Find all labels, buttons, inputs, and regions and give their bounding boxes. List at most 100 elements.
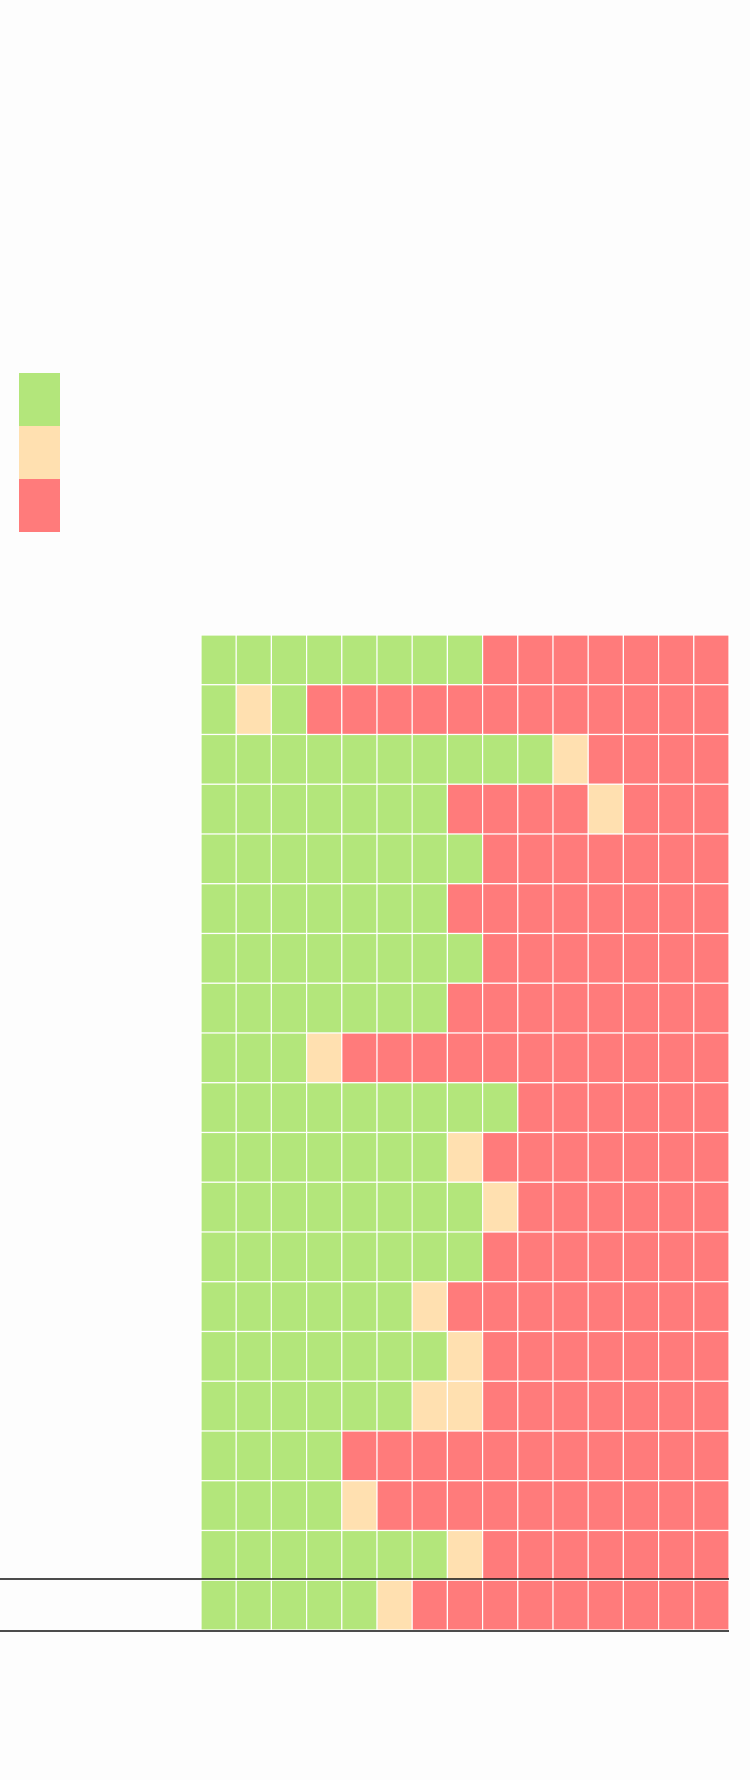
grid-cell	[341, 932, 378, 984]
grid-cell	[306, 1430, 343, 1482]
grid-cell	[517, 684, 554, 736]
legend-swatch	[19, 426, 60, 479]
grid-cell	[235, 1281, 272, 1333]
grid-cell	[587, 1281, 625, 1333]
grid-cell	[376, 883, 413, 935]
grid-cell	[622, 733, 660, 785]
grid-cell	[482, 982, 519, 1034]
grid-cell	[693, 1380, 730, 1432]
grid-cell	[376, 1380, 413, 1432]
grid-cell	[306, 634, 343, 686]
grid-cell	[306, 1181, 343, 1233]
grid-cell	[587, 783, 625, 835]
grid-cell	[341, 1480, 378, 1532]
grid-cell	[517, 783, 554, 835]
grid-cell	[411, 1131, 449, 1183]
grid-cell	[622, 1231, 660, 1283]
grid-cell	[446, 1480, 484, 1532]
grid-cell	[200, 1181, 237, 1233]
grid-cell	[693, 1480, 730, 1532]
grid-cell	[446, 1032, 484, 1084]
grid-cell	[693, 1231, 730, 1283]
grid-cell	[376, 1330, 413, 1382]
grid-cell	[657, 1181, 695, 1233]
grid-cell	[235, 1579, 272, 1631]
grid-cell	[411, 1430, 449, 1482]
legend	[19, 373, 60, 532]
grid-cell	[306, 1380, 343, 1432]
grid-cell	[552, 1181, 589, 1233]
grid-cell	[622, 1082, 660, 1134]
grid-cell	[622, 1480, 660, 1532]
grid-cell	[587, 1032, 625, 1084]
grid-cell	[446, 1281, 484, 1333]
grid-cell	[270, 932, 308, 984]
grid-cell	[306, 1529, 343, 1581]
grid-cell	[411, 1480, 449, 1532]
grid-cell	[622, 1032, 660, 1084]
grid-cell	[306, 1480, 343, 1532]
grid-cell	[235, 783, 272, 835]
grid-cell	[235, 1231, 272, 1283]
grid-cell	[517, 1480, 554, 1532]
grid-cell	[587, 684, 625, 736]
grid-cell	[517, 1529, 554, 1581]
grid-cell	[482, 1529, 519, 1581]
grid-cell	[270, 1430, 308, 1482]
grid-cell	[376, 982, 413, 1034]
grid-cell	[587, 1430, 625, 1482]
grid-cell	[376, 932, 413, 984]
grid-cell	[657, 1330, 695, 1382]
grid-cell	[693, 982, 730, 1034]
grid-cell	[693, 783, 730, 835]
grid-cell	[235, 1330, 272, 1382]
grid-cell	[341, 1231, 378, 1283]
grid-cell	[411, 982, 449, 1034]
grid-cell	[693, 1330, 730, 1382]
grid-cell	[376, 1529, 413, 1581]
grid-cell	[270, 1480, 308, 1532]
grid-cell	[411, 883, 449, 935]
grid-cell	[200, 1281, 237, 1333]
grid-cell	[306, 1231, 343, 1283]
grid-cell	[693, 833, 730, 885]
grid-cell	[411, 932, 449, 984]
grid-cell	[446, 1131, 484, 1183]
grid-cell	[552, 733, 589, 785]
grid-cell	[200, 1480, 237, 1532]
grid-cell	[622, 1181, 660, 1233]
grid-cell	[693, 883, 730, 935]
grid-cell	[587, 1330, 625, 1382]
grid-cell	[552, 1480, 589, 1532]
grid-cell	[657, 1032, 695, 1084]
grid-cell	[657, 1231, 695, 1283]
grid-cell	[622, 982, 660, 1034]
grid-cell	[376, 1032, 413, 1084]
grid-cell	[235, 932, 272, 984]
grid-cell	[341, 1032, 378, 1084]
grid-cell	[446, 1380, 484, 1432]
grid-cell	[552, 1082, 589, 1134]
grid-cell	[517, 982, 554, 1034]
grid-cell	[341, 1380, 378, 1432]
grid-cell	[341, 1579, 378, 1631]
grid-cell	[235, 1181, 272, 1233]
grid-cell	[411, 783, 449, 835]
grid-cell	[341, 1131, 378, 1183]
grid-cell	[270, 1579, 308, 1631]
grid-cell	[200, 684, 237, 736]
grid-cell	[270, 1380, 308, 1432]
grid-cell	[446, 833, 484, 885]
grid-cell	[517, 1131, 554, 1183]
grid-cell	[341, 1281, 378, 1333]
grid-cell	[693, 932, 730, 984]
grid-cell	[235, 883, 272, 935]
status-grid	[200, 634, 730, 1631]
grid-cell	[341, 1529, 378, 1581]
grid-cell	[482, 883, 519, 935]
grid-cell	[376, 1480, 413, 1532]
grid-cell	[306, 1330, 343, 1382]
grid-cell	[270, 1082, 308, 1134]
grid-cell	[411, 1281, 449, 1333]
